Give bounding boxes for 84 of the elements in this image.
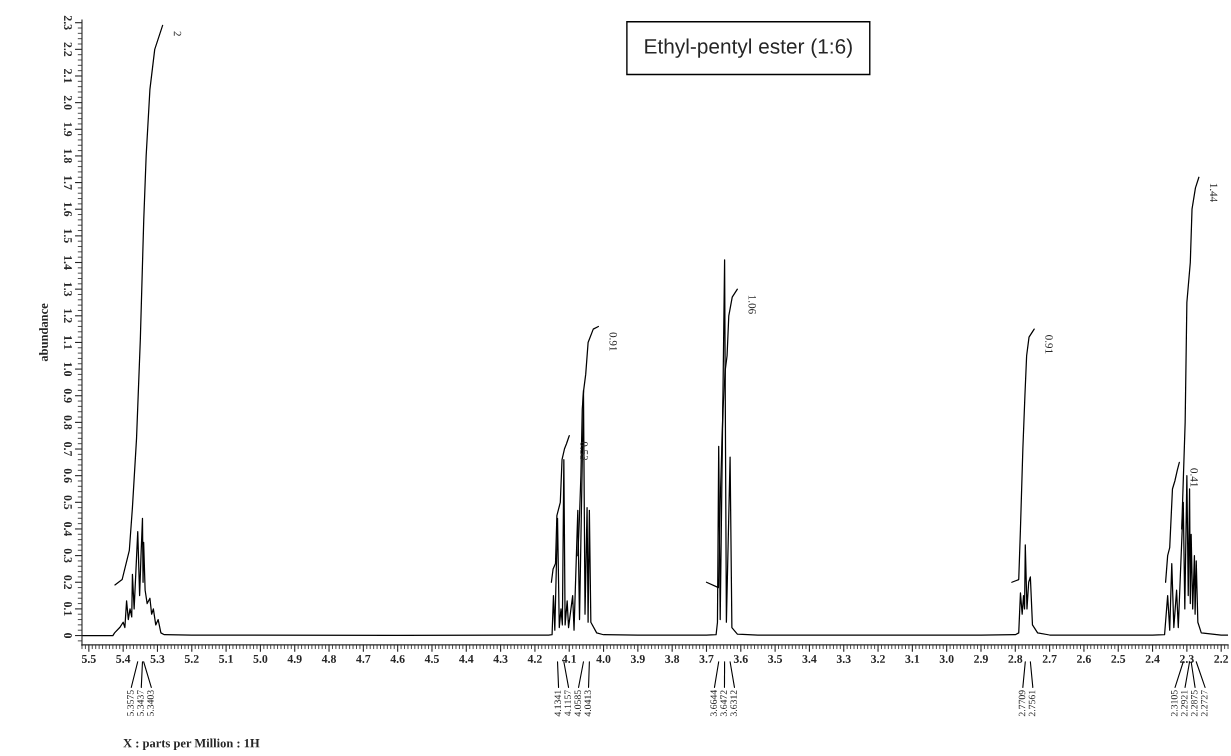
annotation: 1.44	[1209, 183, 1218, 203]
x-tick-label: 2.9	[974, 654, 988, 663]
y-tick-label: 2.2	[63, 42, 72, 57]
annotation: 0.91	[609, 332, 617, 351]
x-tick-label: 5.0	[253, 654, 268, 663]
annotation: 4.1341	[554, 690, 562, 717]
x-tick-label: 5.4	[116, 655, 131, 663]
y-tick-label: 0.7	[63, 442, 72, 457]
annotation: 3.6312	[730, 690, 737, 717]
y-tick-label: 0.9	[63, 388, 72, 403]
x-tick-label: 3.8	[665, 654, 680, 663]
x-tick-label: 4.7	[356, 655, 371, 663]
y-tick-label: 0.6	[63, 468, 72, 483]
annotation: 1.06	[748, 295, 756, 314]
y-tick-label: 2.3	[63, 15, 72, 30]
x-tick-label: 2.7	[1042, 654, 1057, 663]
annotation: 2.2875	[1190, 690, 1198, 717]
annotation: 2.7709	[1018, 690, 1026, 717]
annotation: 2	[173, 31, 182, 36]
y-tick-label: 1.5	[63, 229, 72, 243]
x-tick-label: 4.4	[459, 655, 474, 663]
annotation: 0.53	[580, 441, 588, 461]
y-tick-label: 0.8	[63, 415, 72, 430]
annotation: 2.2921	[1180, 690, 1188, 717]
y-tick-label: 2.1	[63, 69, 72, 83]
y-axis-title: abundance	[39, 303, 48, 362]
y-tick-label: 1.4	[63, 256, 72, 270]
annotation: 2.2727	[1200, 690, 1208, 717]
x-tick-label: 4.5	[424, 655, 439, 663]
x-tick-label: 4.9	[287, 654, 302, 663]
y-tick-label: 1.2	[63, 309, 72, 323]
annotation: 2.7561	[1028, 690, 1036, 717]
y-tick-label: 1.7	[63, 176, 72, 190]
x-tick-label: 4.3	[493, 654, 508, 663]
x-tick-label: 3.9	[630, 654, 645, 663]
x-tick-label: 4.0	[596, 654, 611, 663]
x-tick-label: 3.7	[699, 654, 714, 663]
x-tick-label: 5.1	[219, 654, 233, 663]
annotation: 3.6472	[720, 690, 727, 717]
x-tick-label: 2.2	[1214, 654, 1229, 663]
annotation: 4.0413	[584, 690, 592, 717]
x-tick-label: 3.5	[768, 654, 783, 663]
y-tick-label: 1.3	[63, 282, 72, 297]
x-tick-label: 3.1	[905, 654, 920, 663]
x-tick-label: 4.8	[321, 654, 337, 663]
x-tick-label: 4.6	[390, 654, 405, 663]
y-tick-label: 1.6	[63, 202, 72, 217]
y-tick-label: 1.9	[63, 122, 72, 137]
annotation: 4.0585	[574, 690, 582, 717]
y-tick-label: 0.4	[63, 522, 72, 537]
annotation: 5.3437	[137, 690, 144, 717]
annotation: 2.3105	[1170, 690, 1178, 717]
y-tick-label: 2.0	[63, 95, 72, 110]
annotation: 0.91	[1045, 335, 1053, 354]
y-tick-label: 0.3	[63, 548, 72, 563]
x-tick-label: 2.5	[1111, 654, 1126, 663]
y-tick-label: 0.2	[63, 575, 72, 590]
x-tick-label: 3.6	[733, 654, 748, 663]
y-tick-label: 1.1	[63, 336, 72, 350]
y-tick-label: 1.0	[63, 362, 72, 377]
x-tick-label: 5.5	[81, 655, 96, 663]
x-tick-label: 2.6	[1077, 654, 1091, 663]
x-tick-label: 5.2	[184, 654, 199, 663]
x-tick-label: 3.0	[939, 654, 954, 663]
x-tick-label: 4.2	[527, 654, 542, 663]
x-tick-label: 5.3	[150, 654, 165, 663]
text: Ethyl-pentyl ester (1:6)	[645, 38, 852, 58]
annotation: 0.41	[1190, 468, 1198, 487]
y-tick-label: 1.8	[63, 149, 72, 163]
annotation: 5.3403	[147, 690, 154, 717]
annotation: 3.6644	[710, 690, 717, 717]
x-tick-label: 3.3	[836, 654, 851, 663]
x-tick-label: 2.3	[1179, 654, 1194, 663]
annotation: 5.3575	[127, 690, 134, 717]
y-tick-label: 0.1	[63, 601, 72, 616]
x-tick-label: 3.4	[802, 654, 817, 663]
x-tick-label: 2.4	[1145, 654, 1160, 663]
x-tick-label: 2.8	[1008, 654, 1023, 663]
annotation: 4.1157	[564, 690, 572, 717]
text: X : parts per Million : 1H	[123, 738, 260, 750]
y-tick-label: 0.5	[63, 495, 72, 510]
y-tick-label: 0	[63, 633, 72, 639]
x-tick-label: 4.1	[562, 654, 576, 663]
x-tick-label: 3.2	[871, 654, 885, 663]
